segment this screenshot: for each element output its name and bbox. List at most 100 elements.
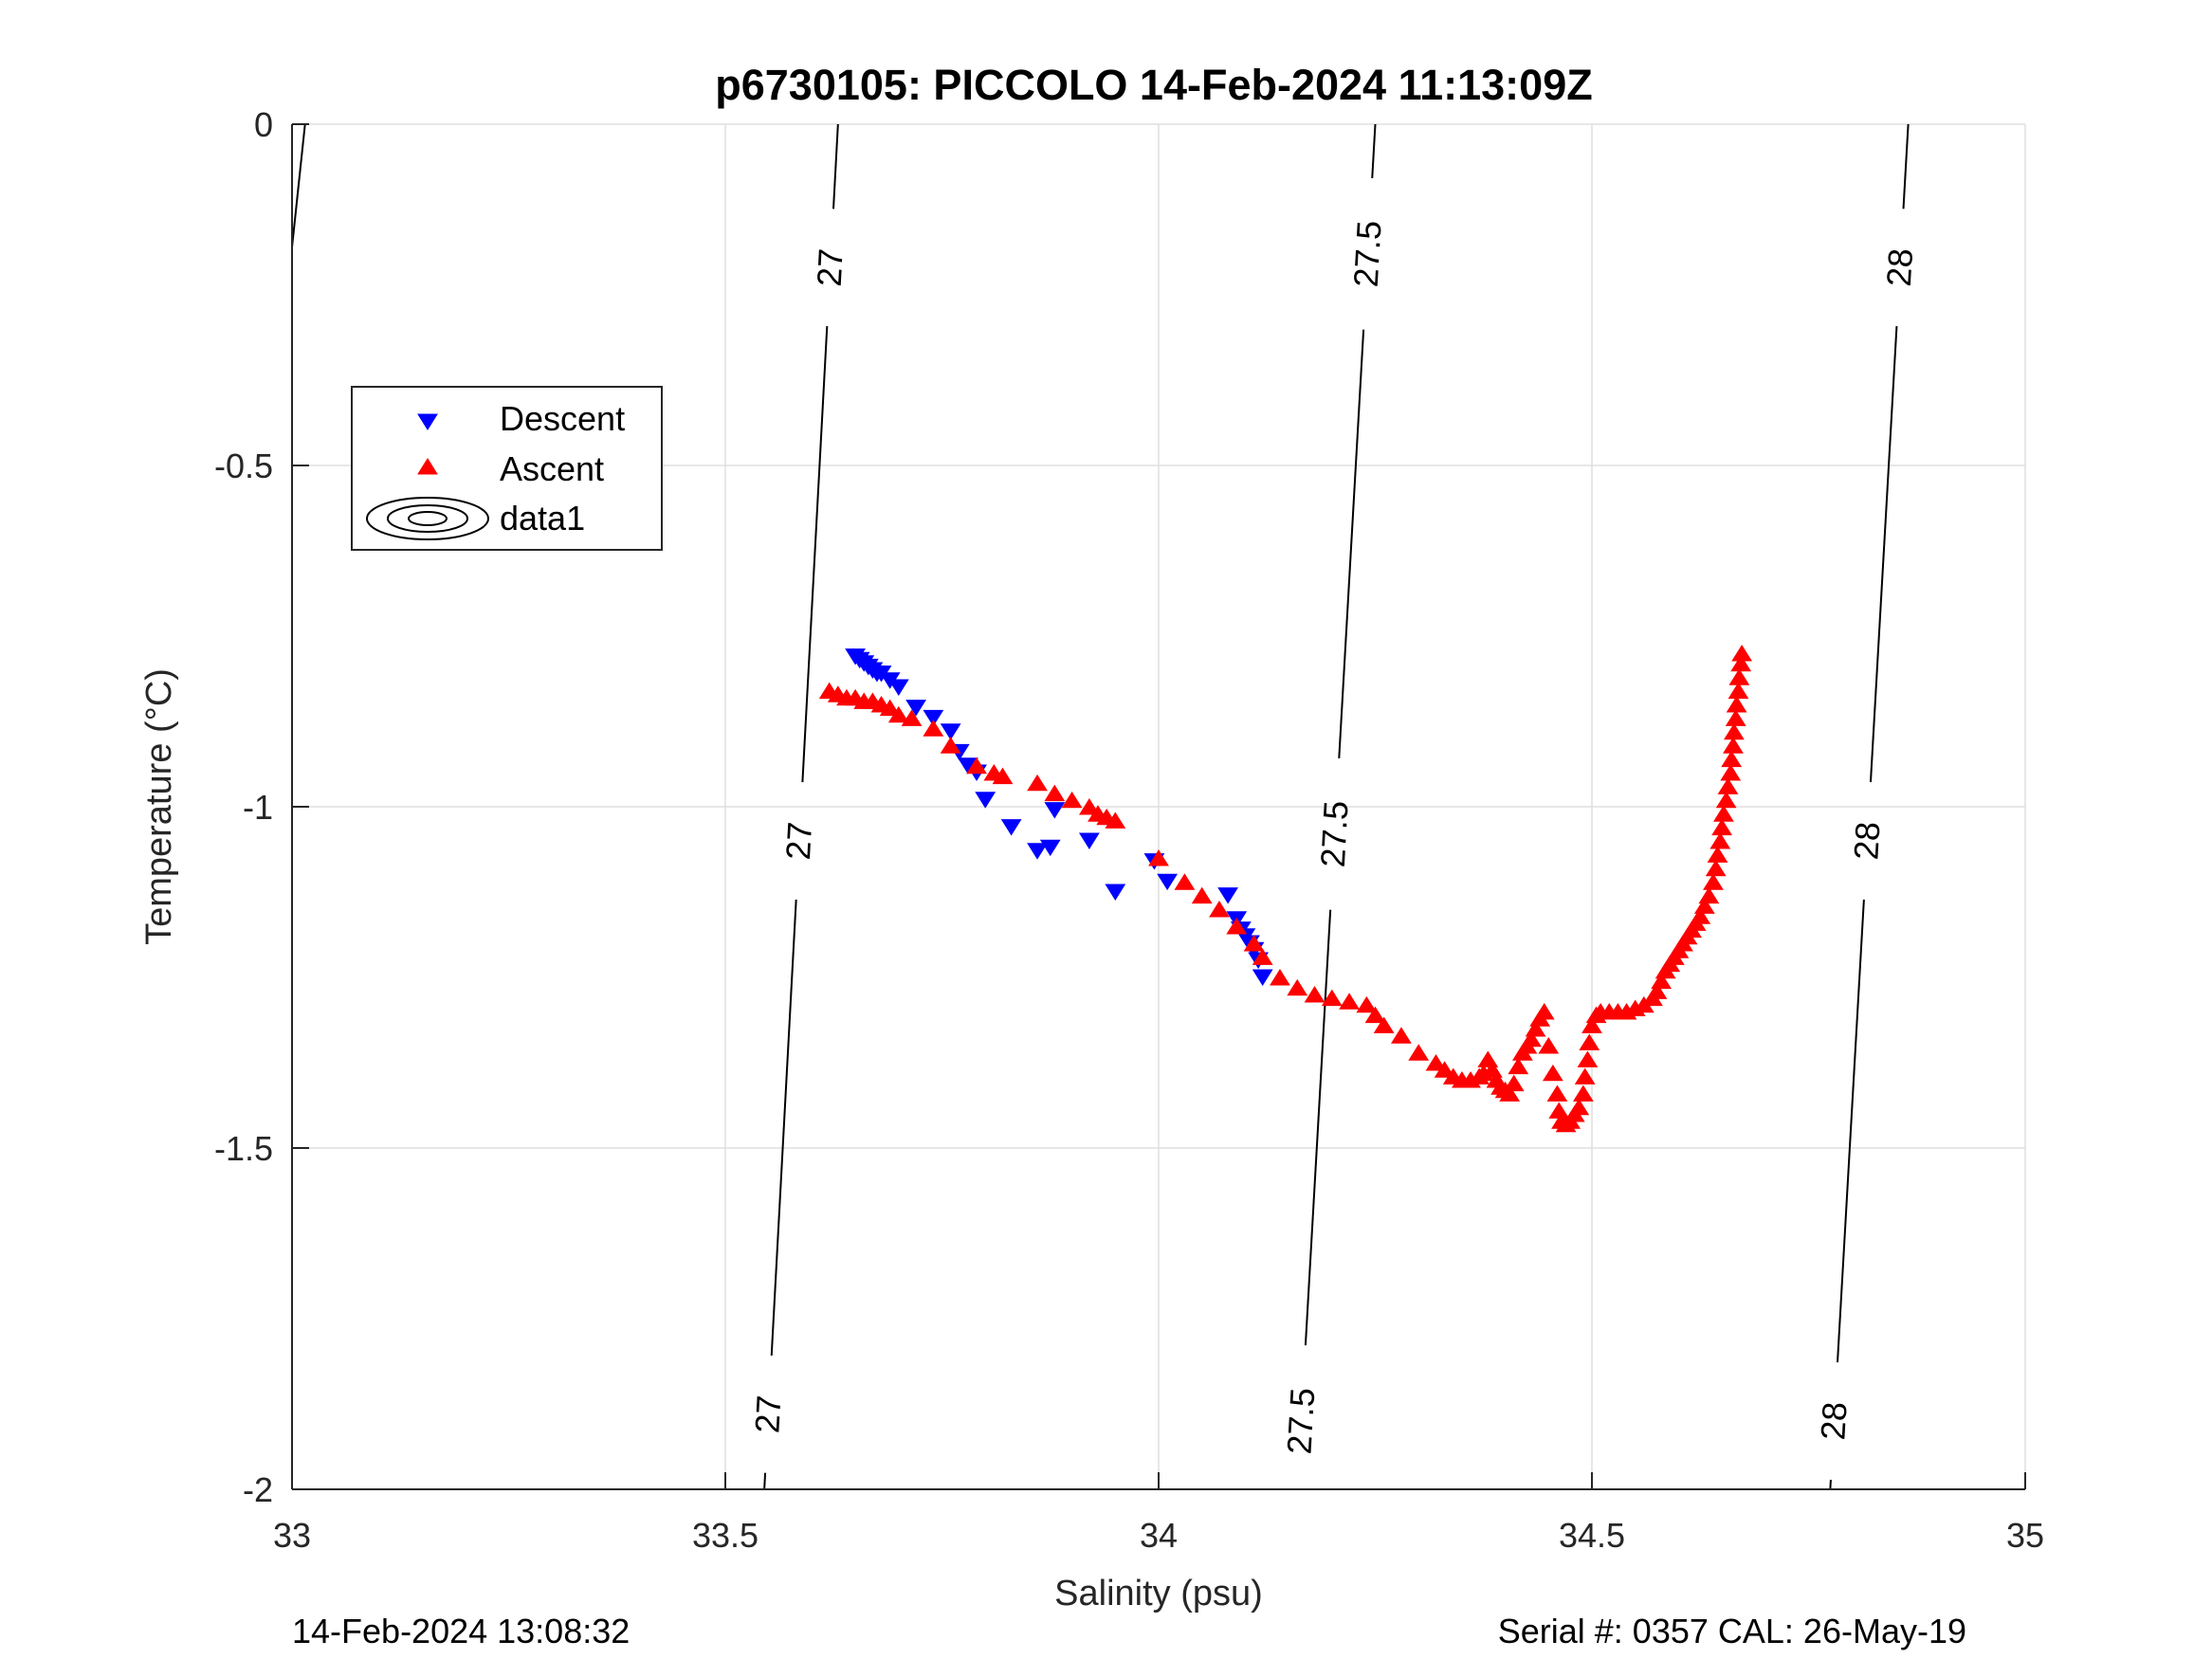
ascent-point — [1572, 1085, 1594, 1102]
ascent-point — [1078, 798, 1100, 815]
footer-timestamp: 14-Feb-2024 13:08:32 — [292, 1612, 630, 1650]
ascent-point — [1698, 886, 1720, 904]
ascent-point — [1726, 696, 1747, 713]
density-contour-label: 27 — [810, 247, 850, 287]
density-contour-label: 28 — [1846, 821, 1887, 861]
descent-point — [975, 792, 996, 809]
ascent-point — [1521, 1030, 1542, 1048]
ascent-point — [879, 699, 901, 717]
ascent-point — [1044, 784, 1066, 802]
x-tick-label: 35 — [2006, 1516, 2044, 1555]
ascent-point — [1408, 1044, 1430, 1061]
descent-point — [1000, 819, 1022, 836]
ascent-point — [1533, 1003, 1555, 1020]
grid — [291, 123, 2026, 1490]
descent-point — [940, 723, 961, 740]
ascent-point — [1542, 1064, 1563, 1082]
ascent-point — [1321, 989, 1343, 1007]
ascent-point — [1252, 948, 1273, 965]
density-contour-label: 27.5 — [1313, 800, 1356, 868]
x-tick-label: 34.5 — [1559, 1516, 1625, 1555]
ascent-point — [887, 705, 909, 723]
ascent-point — [1287, 978, 1308, 996]
density-contour-line — [1837, 899, 1865, 1363]
ascent-point — [1581, 1016, 1602, 1033]
ascent-point — [1731, 645, 1753, 662]
density-contour-line — [832, 124, 839, 210]
ascent-point — [1693, 897, 1715, 914]
ascent-point — [1425, 1054, 1447, 1071]
y-tick-label: -0.5 — [214, 447, 273, 485]
descent-point — [905, 700, 926, 717]
ascent-point — [1373, 1016, 1395, 1033]
ascent-point — [1723, 737, 1744, 754]
chart-title: p6730105: PICCOLO 14-Feb-2024 11:13:09Z — [715, 61, 1592, 109]
x-tick-label: 33.5 — [692, 1516, 759, 1555]
ascent-point — [1434, 1061, 1455, 1078]
density-contour-line — [763, 1472, 767, 1489]
ascent-point — [1391, 1027, 1412, 1044]
density-contour-line — [770, 899, 797, 1356]
ascent-point — [1061, 791, 1083, 809]
ascent-point — [1646, 982, 1668, 999]
legend-ascent-label: Ascent — [500, 449, 604, 488]
ascent-point — [1525, 1020, 1546, 1037]
ascent-point — [1709, 832, 1731, 849]
ascent-point — [1728, 668, 1750, 685]
ascent-point — [1720, 764, 1742, 781]
ascent-point — [923, 720, 944, 737]
ascent-point — [1209, 901, 1230, 918]
density-contour-line — [291, 123, 306, 247]
ascent-point — [1508, 1057, 1529, 1075]
ascent-point — [1574, 1067, 1596, 1085]
ascent-point — [1717, 777, 1739, 794]
density-contour-line — [1338, 329, 1365, 758]
legend-contour-icon — [366, 497, 489, 540]
legend-data1-label: data1 — [500, 499, 585, 538]
ascent-point — [1579, 1033, 1600, 1050]
y-tick-label: -1 — [243, 788, 273, 827]
ascent-point — [1721, 750, 1743, 768]
y-axis-label: Temperature (°C) — [139, 668, 179, 945]
descent-point — [1027, 843, 1048, 860]
ascent-point — [992, 767, 1014, 785]
density-contour-line — [1869, 326, 1898, 783]
descent-point — [1039, 839, 1061, 857]
ascent-point — [1270, 969, 1290, 986]
ascent-point — [1730, 654, 1752, 672]
ascent-point — [1105, 811, 1126, 829]
ascent-point — [1568, 1098, 1590, 1116]
x-tick-label: 34 — [1140, 1516, 1178, 1555]
ascent-point — [1651, 972, 1673, 990]
density-contours: 27 27 27 27.5 27.5 27.5 28 28 28 — [291, 123, 1920, 1489]
descent-point — [1252, 969, 1273, 986]
y-tick-label: -2 — [243, 1470, 273, 1509]
ascent-point — [1690, 907, 1711, 924]
density-contour-label: 28 — [1813, 1401, 1854, 1441]
descent-point — [1157, 873, 1179, 891]
density-contour-label: 27.5 — [1346, 220, 1389, 288]
axes — [291, 123, 2026, 1490]
ascent-point — [1226, 918, 1248, 935]
descent-point — [923, 709, 944, 727]
ascent-point — [1713, 805, 1734, 822]
y-tick-label: -1.5 — [214, 1129, 273, 1168]
ascent-point — [1364, 1006, 1386, 1024]
density-contour-label: 27.5 — [1279, 1387, 1322, 1455]
ascent-point — [1191, 886, 1213, 904]
ascent-point — [1546, 1085, 1568, 1102]
x-tick-labels: 33 33.5 34 34.5 35 — [273, 1516, 2044, 1555]
legend: Descent Ascent data1 — [351, 386, 663, 551]
x-tick-label: 33 — [273, 1516, 311, 1555]
ascent-point — [1723, 722, 1745, 740]
ascent-point — [1499, 1085, 1521, 1102]
density-contour-line — [1829, 1479, 1832, 1489]
ascent-point — [1174, 873, 1196, 890]
density-contour-label: 27 — [778, 821, 819, 861]
descent-point — [887, 679, 909, 696]
density-contour-line — [1304, 909, 1332, 1346]
density-contour-line — [801, 326, 829, 783]
ascent-point — [1304, 986, 1325, 1003]
footer-serial-cal: Serial #: 0357 CAL: 26-May-19 — [1498, 1612, 1966, 1650]
